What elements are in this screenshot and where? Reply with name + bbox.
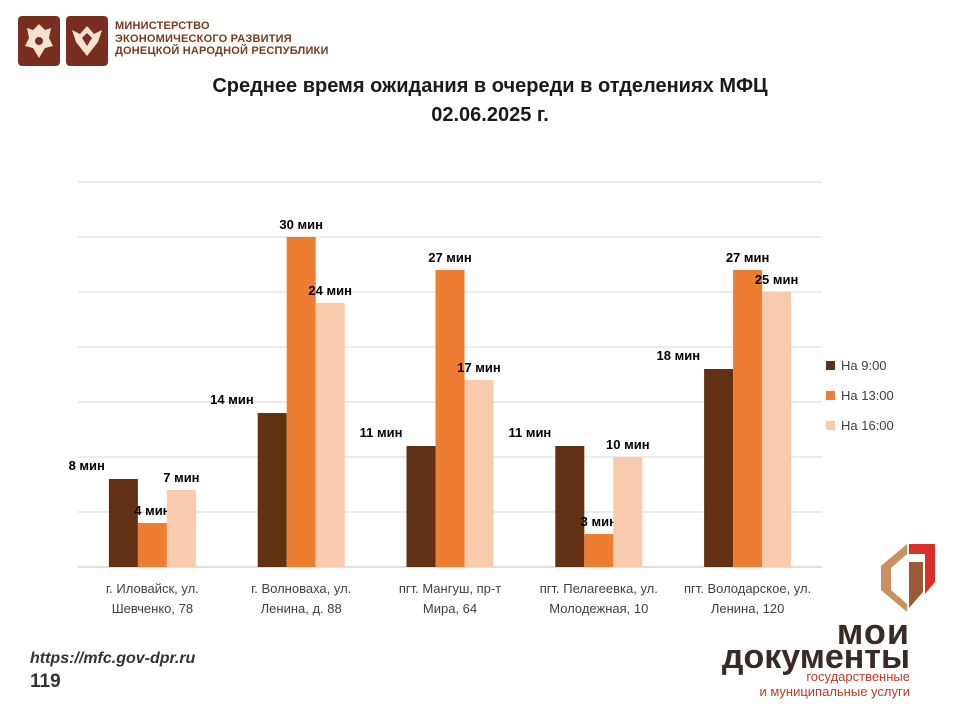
chart-subtitle-date: 02.06.2025 г. <box>431 104 549 126</box>
x-tick-label: пгт. Володарское, ул. <box>684 581 811 596</box>
bar <box>137 523 167 567</box>
data-label: 4 мин <box>134 503 170 518</box>
legend-label: На 16:00 <box>841 417 894 433</box>
data-label: 11 мин <box>360 425 403 440</box>
bar <box>613 457 643 567</box>
bar <box>108 479 138 567</box>
chart-legend: На 9:00 На 13:00 На 16:00 <box>826 350 894 440</box>
bar <box>257 413 287 567</box>
x-tick-label: г. Иловайск, ул. <box>106 581 199 596</box>
chart-title: Среднее время ожидания в очереди в отдел… <box>212 75 768 97</box>
x-tick-label: Ленина, д. 88 <box>261 601 342 616</box>
data-label: 30 мин <box>279 217 323 232</box>
moi-dokumenty-logo-icon <box>881 544 935 612</box>
data-label: 7 мин <box>163 470 199 485</box>
legend-label: На 9:00 <box>841 357 887 373</box>
ministry-line: ДОНЕЦКОЙ НАРОДНОЙ РЕСПУБЛИКИ <box>115 45 329 57</box>
legend-swatch <box>826 420 835 430</box>
data-label: 27 мин <box>726 250 770 265</box>
coat-of-arms-icon <box>66 16 108 66</box>
data-label: 18 мин <box>657 348 701 363</box>
data-label: 3 мин <box>581 514 617 529</box>
x-tick-label: пгт. Пелагеевка, ул. <box>540 581 658 596</box>
page-number: 119 <box>30 671 61 692</box>
brand-name-line: мои <box>836 611 910 652</box>
legend-item: На 9:00 <box>826 350 894 380</box>
x-tick-label: пгт. Мангуш, пр-т <box>399 581 501 596</box>
bar <box>315 303 345 567</box>
bar <box>704 369 734 567</box>
data-label: 24 мин <box>308 283 352 298</box>
bar <box>584 534 614 567</box>
x-tick-label: Шевченко, 78 <box>112 601 193 616</box>
bar <box>555 446 585 567</box>
x-tick-label: Мира, 64 <box>423 601 477 616</box>
data-label: 27 мин <box>428 250 472 265</box>
x-tick-label: Ленина, 120 <box>711 601 785 616</box>
bar <box>762 292 792 567</box>
brand-subtitle-line: государственные <box>806 669 910 684</box>
ministry-line: ЭКОНОМИЧЕСКОГО РАЗВИТИЯ <box>115 32 292 45</box>
legend-swatch <box>826 390 835 400</box>
data-label: 25 мин <box>755 272 799 287</box>
data-label: 10 мин <box>606 437 650 452</box>
legend-swatch <box>826 360 835 370</box>
data-label: 14 мин <box>210 392 254 407</box>
bar <box>286 237 316 567</box>
data-label: 17 мин <box>457 360 501 375</box>
bar <box>166 490 196 567</box>
data-label: 8 мин <box>69 458 105 473</box>
x-tick-label: г. Волноваха, ул. <box>251 581 351 596</box>
legend-item: На 13:00 <box>826 380 894 410</box>
bar <box>435 270 465 567</box>
x-tick-label: Молодежная, 10 <box>549 601 648 616</box>
bar <box>406 446 436 567</box>
brand-name-line: документы <box>721 638 910 676</box>
bar <box>464 380 494 567</box>
bar <box>733 270 763 567</box>
ministry-name: МИНИСТЕРСТВО ЭКОНОМИЧЕСКОГО РАЗВИТИЯ ДОН… <box>115 20 375 58</box>
data-label: 11 мин <box>508 425 551 440</box>
ministry-line: МИНИСТЕРСТВО <box>115 20 210 32</box>
brand-subtitle-line: и муниципальные услуги <box>759 684 910 699</box>
legend-item: На 16:00 <box>826 410 894 440</box>
legend-label: На 13:00 <box>841 387 894 403</box>
website-url[interactable]: https://mfc.gov-dpr.ru <box>30 650 196 667</box>
coat-of-arms-icon <box>18 16 60 66</box>
